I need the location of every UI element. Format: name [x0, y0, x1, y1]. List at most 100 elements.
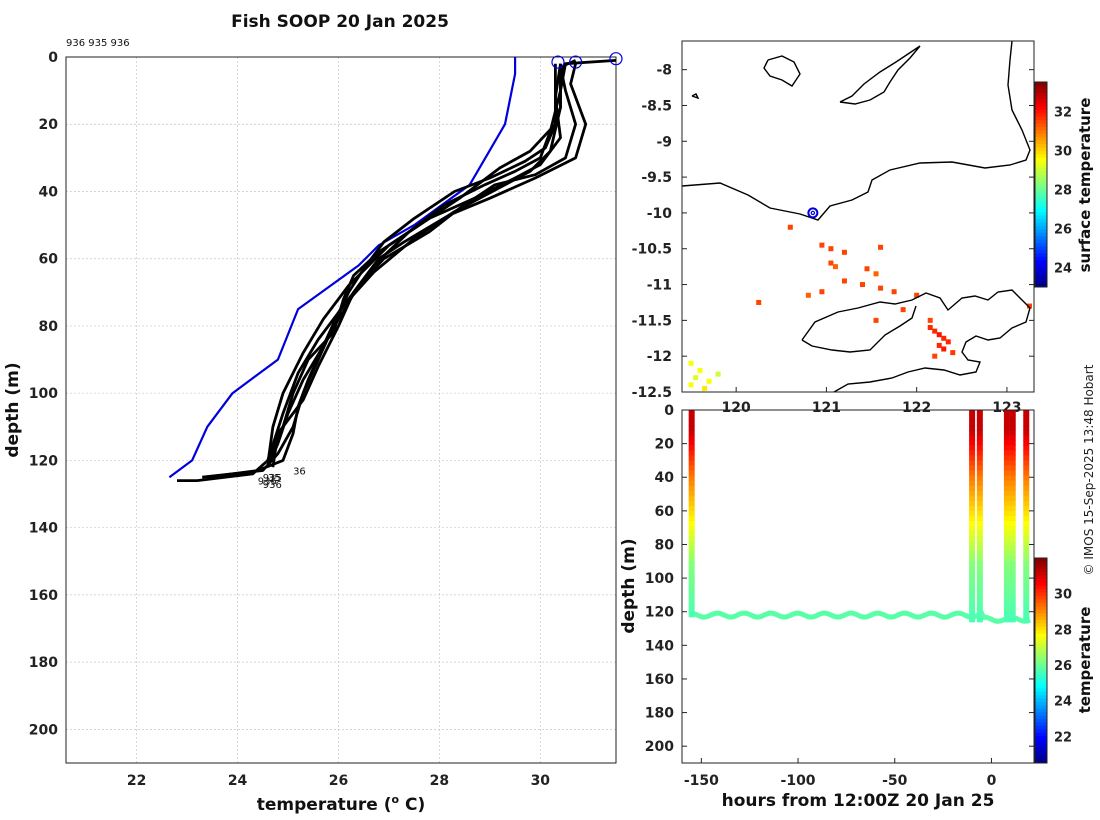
section-profile-cell: [1009, 581, 1016, 588]
map-sst-pixel: [873, 317, 879, 323]
section-colorbar-segment: [1035, 622, 1047, 627]
map-colorbar-segment: [1035, 235, 1047, 240]
section-colorbar-segment: [1035, 561, 1047, 566]
section-profile-cell: [1009, 566, 1016, 572]
section-profile-cell: [976, 561, 983, 567]
section-profile-cell: [969, 430, 976, 436]
section-colorbar-segment: [1035, 749, 1047, 754]
section-colorbar-segment: [1035, 646, 1047, 651]
section-colorbar-segment: [1035, 612, 1047, 617]
section-profile-cell: [1003, 541, 1010, 547]
map-colorbar-segment: [1035, 153, 1047, 158]
section-profile-cell: [688, 566, 695, 572]
map-ytick-label: -12.5: [632, 385, 672, 401]
map-colorbar-segment: [1035, 198, 1047, 203]
section-profile-cell: [1023, 505, 1030, 512]
section-profile-cell: [688, 520, 695, 527]
section-colorbar-segment: [1035, 592, 1047, 597]
map-colorbar-frame: [1034, 81, 1048, 288]
section-colorbar-segment: [1035, 715, 1047, 720]
map-colorbar-segment: [1035, 88, 1047, 93]
section-profile-cell: [688, 420, 695, 426]
profile-series-cast-1: [177, 59, 617, 483]
section-profile-cell: [976, 541, 983, 547]
map-colorbar-label: surface temperature: [1076, 98, 1094, 273]
profile-position-marker: [551, 55, 565, 69]
map-colorbar-segment: [1035, 181, 1047, 185]
section-profile-cell: [976, 490, 983, 497]
section-profile-cell: [688, 611, 695, 618]
map-colorbar-segment: [1035, 187, 1047, 192]
map-sst-pixel: [950, 350, 956, 356]
map-colorbar-segment: [1035, 167, 1047, 172]
profile-ytick-label: 100: [29, 386, 58, 402]
profile-ytick-label: 200: [29, 722, 58, 738]
chart-title: Fish SOOP 20 Jan 2025: [231, 12, 449, 32]
section-chart: 0 20 40 60 80 100 120 140 160 180 200 -150 -100 -50 0 2…: [645, 403, 1072, 789]
section-profile-cell: [1003, 420, 1010, 426]
map-colorbar-segment: [1035, 249, 1047, 254]
map-colorbar-segment: [1035, 174, 1047, 179]
map-colorbar-segment: [1035, 208, 1047, 213]
section-profile-cell: [969, 520, 976, 527]
section-colorbar-segment: [1035, 599, 1047, 603]
profile-ytick-label: 0: [48, 50, 58, 66]
map-ytick-label: -10: [647, 206, 673, 222]
map-ytick-label: -12: [647, 349, 672, 365]
section-profile-cell: [1003, 490, 1010, 497]
section-profile-cell: [1003, 480, 1010, 487]
section-profile-cell: [1003, 445, 1010, 451]
profile-position-marker: [569, 55, 583, 69]
section-profile-cell: [1003, 591, 1010, 598]
profile-xtick-label: 30: [531, 773, 551, 789]
map-coastline: [691, 93, 700, 100]
section-profile-cell: [688, 546, 695, 552]
section-profile-cell: [976, 616, 983, 623]
section-profile-cell: [688, 601, 695, 608]
section-profile-cell: [1009, 490, 1016, 497]
section-profile-cell: [969, 425, 976, 431]
map-sst-pixel: [693, 375, 699, 381]
section-profile-cell: [969, 546, 976, 552]
section-profile-cell: [1009, 571, 1016, 578]
profile-ylabel: depth (m): [3, 362, 23, 457]
map-colorbar-segment: [1035, 263, 1047, 267]
section-profile-cell: [1003, 531, 1010, 537]
section-profile-cell: [976, 495, 983, 502]
map-colorbar-segment: [1035, 246, 1047, 250]
section-profile-cell: [976, 480, 983, 487]
profile-end-label: 936: [263, 480, 282, 491]
section-xtick-label: -150: [684, 773, 719, 789]
section-colorbar-segment: [1035, 626, 1047, 631]
section-profile-cell: [1003, 515, 1010, 522]
section-profile-cell: [969, 611, 976, 618]
map-position-marker-inner: [810, 210, 816, 216]
map-colorbar-segment: [1035, 211, 1047, 216]
section-profile-cell: [1023, 606, 1030, 613]
section-profile-cell: [1003, 525, 1010, 532]
section-profile-cell: [1009, 500, 1016, 507]
section-profile-cell: [969, 435, 976, 441]
map-ytick-label: -9.5: [641, 170, 672, 186]
section-colorbar-segment: [1035, 585, 1047, 590]
section-profile-cell: [976, 515, 983, 522]
section-profile-cell: [1003, 561, 1010, 567]
section-profile-cell: [1023, 495, 1030, 502]
map-colorbar-segment: [1035, 252, 1047, 257]
section-ytick-label: 60: [655, 504, 675, 520]
section-profile-cell: [1009, 460, 1016, 467]
map-sst-pixel: [941, 335, 947, 341]
section-profile-cell: [1009, 475, 1016, 482]
section-profile-cell: [1003, 596, 1010, 603]
section-profile-cell: [1003, 581, 1010, 588]
map-sst-pixel: [864, 266, 870, 272]
map-colorbar-tick: 32: [1054, 105, 1072, 120]
section-profile-cell: [976, 410, 983, 416]
section-profile-cell: [1003, 510, 1010, 517]
section-profile-cell: [969, 576, 976, 583]
section-profile-cell: [1003, 430, 1010, 436]
map-colorbar-segment: [1035, 259, 1047, 264]
map-colorbar-segment: [1035, 232, 1047, 237]
section-profile-cell: [976, 546, 983, 552]
section-profile-cell: [688, 410, 695, 416]
